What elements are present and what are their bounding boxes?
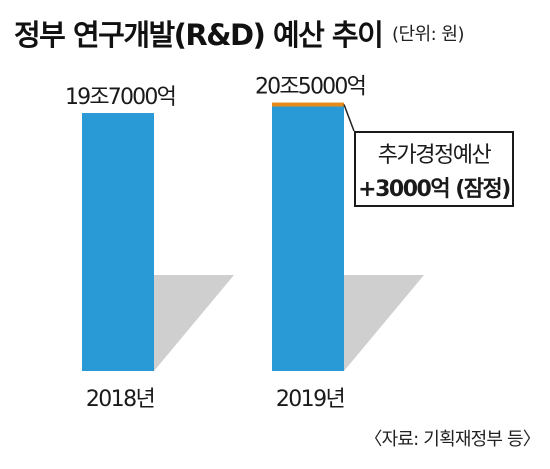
bar-labels: 19조7000억 2018년 20조5000억 2019년 [65, 75, 367, 412]
category-label: 2018년 [86, 387, 154, 412]
bar-2019년 [272, 106, 344, 371]
bars [82, 102, 355, 372]
category-label: 2019년 [276, 387, 344, 412]
callout-line-1: 추가경정예산 [377, 143, 492, 168]
supplementary-budget-callout: 추가경정예산 +3000억 (잠정) [354, 131, 514, 207]
data-label: 20조5000억 [255, 75, 365, 100]
increment-bar-2019년 [272, 102, 344, 107]
bar-shadow [154, 275, 234, 371]
source-note: 〈자료: 기획재정부 등〉 [364, 429, 540, 450]
bar-shadows [154, 275, 424, 371]
chart-title: 정부 연구개발(R&D) 예산 추이 [14, 18, 384, 52]
bar-2018년 [82, 113, 154, 372]
callout-line-2: +3000억 (잠정) [358, 177, 511, 202]
data-label: 19조7000억 [65, 85, 175, 110]
bar-shadow [344, 275, 424, 371]
unit-label: (단위: 원) [392, 24, 465, 45]
callout-leader [343, 104, 355, 132]
